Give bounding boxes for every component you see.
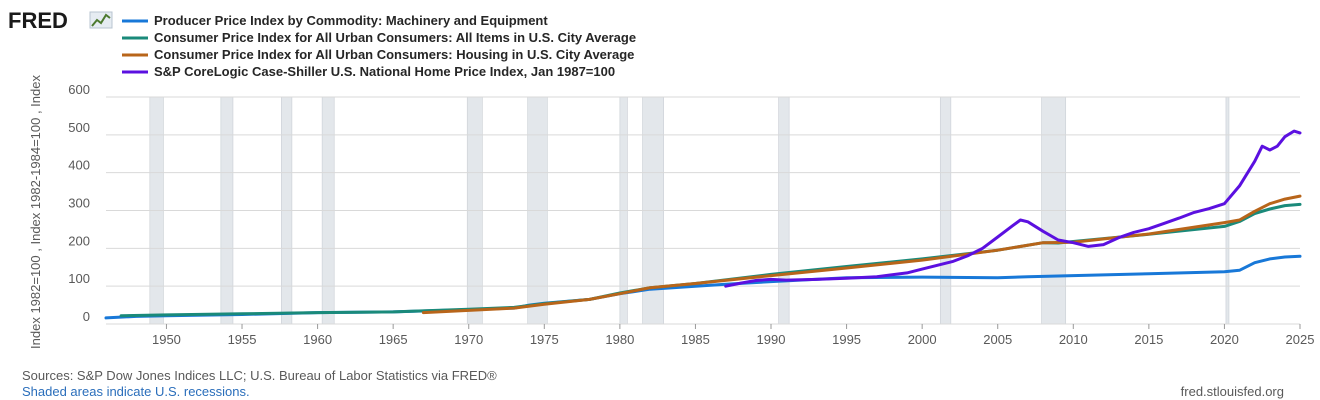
legend-item[interactable]: S&P CoreLogic Case-Shiller U.S. National… [122, 64, 615, 79]
legend-label: Consumer Price Index for All Urban Consu… [154, 47, 634, 62]
y-tick-label: 0 [83, 309, 90, 324]
x-tick-label: 1980 [605, 332, 634, 347]
legend-label: Consumer Price Index for All Urban Consu… [154, 30, 636, 45]
x-tick-label: 1950 [152, 332, 181, 347]
x-axis-ticks: 1950 1955 1960 1965 1970 1975 1980 1985 1990 1995… [152, 324, 1314, 347]
x-tick-label: 2025 [1286, 332, 1315, 347]
x-tick-label: 2015 [1134, 332, 1163, 347]
y-tick-label: 400 [68, 158, 90, 173]
series-line[interactable] [724, 129, 1302, 288]
x-tick-label: 1970 [454, 332, 483, 347]
x-tick-label: 1960 [303, 332, 332, 347]
x-tick-label: 2000 [908, 332, 937, 347]
legend-item[interactable]: Producer Price Index by Commodity: Machi… [122, 13, 548, 28]
x-tick-label: 1965 [379, 332, 408, 347]
x-tick-label: 1995 [832, 332, 861, 347]
fred-logo[interactable]: FRED [8, 8, 113, 33]
fred-logo-text: FRED [8, 8, 68, 33]
y-tick-label: 200 [68, 233, 90, 248]
sources-text: Sources: S&P Dow Jones Indices LLC; U.S.… [22, 368, 497, 383]
y-axis-title: Index 1982=100 , Index 1982-1984=100 , I… [28, 75, 43, 349]
x-tick-label: 2010 [1059, 332, 1088, 347]
chart-logo-icon [89, 11, 113, 29]
recession-note-link[interactable]: Shaded areas indicate U.S. recessions. [22, 384, 250, 399]
y-tick-label: 300 [68, 196, 90, 211]
y-tick-label: 600 [68, 82, 90, 97]
x-tick-label: 1985 [681, 332, 710, 347]
legend-label: S&P CoreLogic Case-Shiller U.S. National… [154, 64, 615, 79]
x-tick-label: 2020 [1210, 332, 1239, 347]
x-tick-label: 2005 [983, 332, 1012, 347]
legend: Producer Price Index by Commodity: Machi… [122, 13, 636, 79]
y-tick-label: 500 [68, 120, 90, 135]
x-tick-label: 1955 [228, 332, 257, 347]
x-tick-label: 1975 [530, 332, 559, 347]
legend-item[interactable]: Consumer Price Index for All Urban Consu… [122, 47, 634, 62]
site-url[interactable]: fred.stlouisfed.org [1181, 384, 1284, 399]
series-lines [104, 129, 1302, 320]
series-line[interactable] [119, 202, 1302, 318]
y-axis-ticks: 0 100 200 300 400 500 600 [68, 82, 90, 324]
y-tick-label: 100 [68, 271, 90, 286]
legend-label: Producer Price Index by Commodity: Machi… [154, 13, 548, 28]
legend-item[interactable]: Consumer Price Index for All Urban Consu… [122, 30, 636, 45]
x-tick-label: 1990 [757, 332, 786, 347]
series-line[interactable] [421, 194, 1302, 315]
